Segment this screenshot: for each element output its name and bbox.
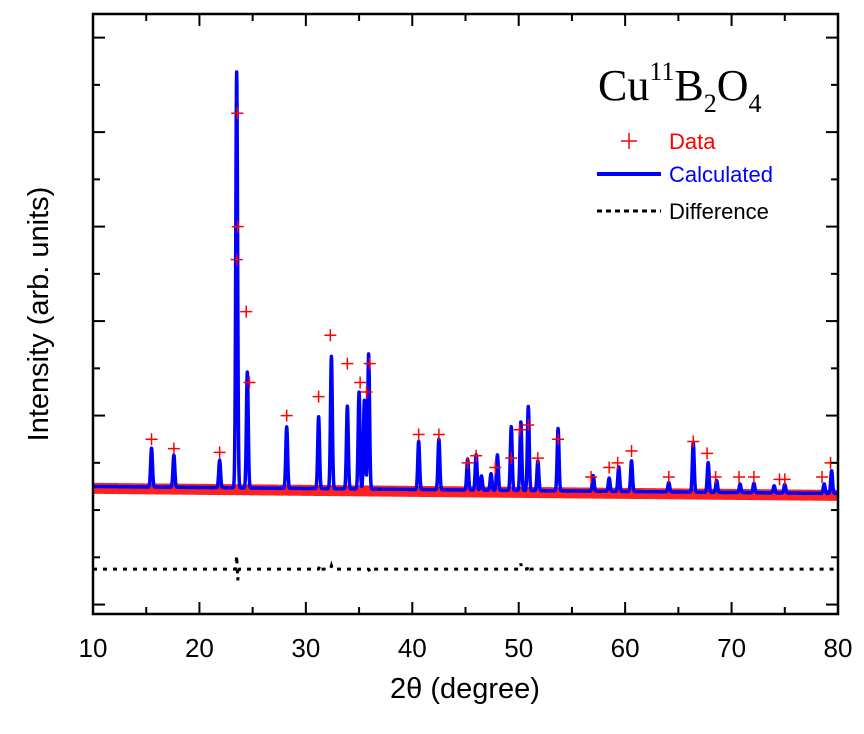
data-point: [145, 433, 158, 446]
data-point: [709, 470, 722, 483]
data-point: [552, 433, 565, 446]
legend: Data Calculated Difference: [597, 129, 773, 224]
data-point: [522, 419, 535, 432]
calculated-line: [91, 70, 840, 496]
data-point: [213, 446, 226, 459]
legend-item-calculated: Calculated: [597, 162, 773, 187]
data-point: [513, 423, 526, 436]
compound-isotope: 11: [649, 57, 674, 86]
data-point: [489, 461, 502, 474]
x-tick-label: 50: [504, 633, 533, 663]
x-axis-title: 2θ (degree): [390, 673, 540, 705]
data-point: [231, 220, 244, 233]
data-point: [611, 456, 624, 469]
data-point: [412, 428, 425, 441]
legend-item-data: Data: [621, 129, 716, 154]
data-point: [231, 107, 244, 120]
y-axis-title: Intensity (arb. units): [23, 187, 55, 442]
data-point: [531, 452, 544, 465]
data-point: [167, 442, 180, 455]
data-point: [603, 461, 616, 474]
data-point: [701, 447, 714, 460]
data-point: [662, 470, 675, 483]
legend-label-difference: Difference: [669, 199, 769, 224]
data-point: [312, 390, 325, 403]
data-point: [461, 456, 474, 469]
legend-item-difference: Difference: [597, 199, 769, 224]
x-tick-label: 40: [398, 633, 427, 663]
legend-label-calculated: Calculated: [669, 162, 773, 187]
data-baseline-band: [92, 482, 839, 501]
data-point: [230, 253, 243, 266]
data-point: [470, 449, 483, 462]
x-tick-labels: 10 20 30 40 50 60 70 80: [79, 633, 853, 663]
axis-ticks: [92, 14, 839, 614]
legend-label-data: Data: [669, 129, 716, 154]
data-point: [625, 445, 638, 458]
compound-oxygen-sub: 4: [749, 89, 762, 118]
x-tick-label: 60: [611, 633, 640, 663]
data-point: [585, 470, 598, 483]
data-point: [505, 452, 518, 465]
compound-label: Cu11B2O4: [598, 57, 762, 118]
data-point: [341, 357, 354, 370]
data-point: [280, 409, 293, 422]
data-point: [778, 473, 791, 486]
data-point: [816, 470, 829, 483]
data-point: [324, 329, 337, 342]
data-point: [360, 385, 373, 398]
x-tick-label: 20: [185, 633, 214, 663]
compound-base: Cu: [598, 61, 649, 110]
compound-oxygen: O: [717, 61, 749, 110]
legend-plus-marker: [621, 133, 637, 149]
compound-boron: B: [674, 61, 703, 110]
difference-line: [93, 555, 838, 581]
x-tick-label: 30: [291, 633, 320, 663]
plot-marks: [91, 70, 840, 581]
x-tick-label: 10: [79, 633, 108, 663]
compound-boron-sub: 2: [704, 89, 717, 118]
data-point: [432, 428, 445, 441]
data-point: [687, 435, 700, 448]
data-point: [243, 376, 256, 389]
x-tick-label: 80: [824, 633, 853, 663]
x-tick-label: 70: [717, 633, 746, 663]
data-point: [363, 357, 376, 370]
data-point: [733, 470, 746, 483]
data-point: [747, 470, 760, 483]
data-point: [354, 376, 367, 389]
data-point: [240, 305, 253, 318]
